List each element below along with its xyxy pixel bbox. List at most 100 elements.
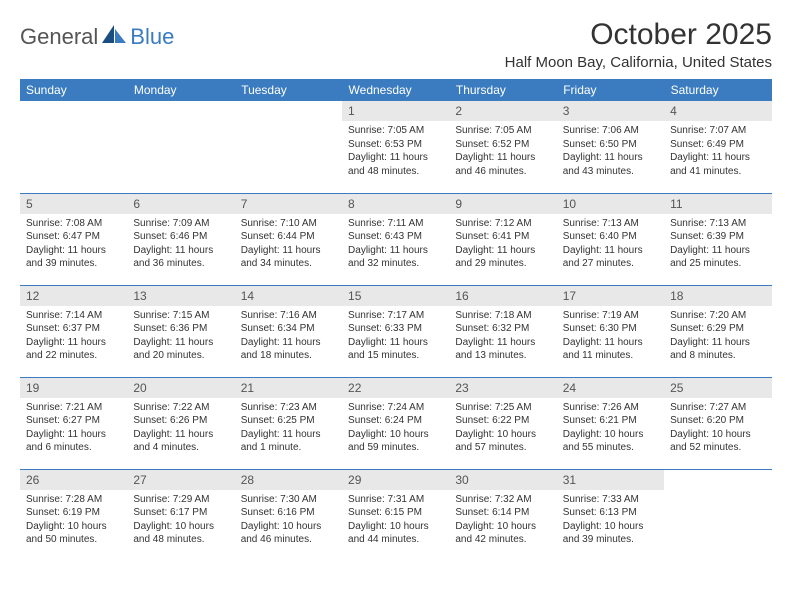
sunset-line: Sunset: 6:46 PM — [133, 230, 228, 244]
calendar-cell: 4Sunrise: 7:07 AMSunset: 6:49 PMDaylight… — [664, 101, 771, 193]
sunrise-line: Sunrise: 7:16 AM — [241, 309, 336, 323]
daylight-line: Daylight: 11 hours and 36 minutes. — [133, 244, 228, 271]
day-number: 20 — [127, 378, 234, 398]
day-number: 12 — [20, 286, 127, 306]
day-header: Tuesday — [235, 79, 342, 101]
sunset-line: Sunset: 6:17 PM — [133, 506, 228, 520]
sunset-line: Sunset: 6:32 PM — [455, 322, 550, 336]
calendar-cell: 1Sunrise: 7:05 AMSunset: 6:53 PMDaylight… — [342, 101, 449, 193]
calendar-cell: 22Sunrise: 7:24 AMSunset: 6:24 PMDayligh… — [342, 377, 449, 469]
day-number: 10 — [557, 194, 664, 214]
sunrise-line: Sunrise: 7:11 AM — [348, 217, 443, 231]
daylight-line: Daylight: 11 hours and 8 minutes. — [670, 336, 765, 363]
calendar-cell: 14Sunrise: 7:16 AMSunset: 6:34 PMDayligh… — [235, 285, 342, 377]
sunset-line: Sunset: 6:52 PM — [455, 138, 550, 152]
day-number: 16 — [449, 286, 556, 306]
day-number: 17 — [557, 286, 664, 306]
sunset-line: Sunset: 6:25 PM — [241, 414, 336, 428]
logo-text-general: General — [20, 24, 98, 50]
sunrise-line: Sunrise: 7:17 AM — [348, 309, 443, 323]
sunset-line: Sunset: 6:16 PM — [241, 506, 336, 520]
sunrise-line: Sunrise: 7:08 AM — [26, 217, 121, 231]
day-header: Sunday — [20, 79, 127, 101]
calendar-cell: 6Sunrise: 7:09 AMSunset: 6:46 PMDaylight… — [127, 193, 234, 285]
sunrise-line: Sunrise: 7:07 AM — [670, 124, 765, 138]
calendar-cell — [235, 101, 342, 193]
calendar-week-row: 26 Sunrise: 7:28 AMSunset: 6:19 PM Dayligh… — [20, 469, 772, 561]
sunset-line: Sunset: 6:30 PM — [563, 322, 658, 336]
calendar-cell: 12Sunrise: 7:14 AMSunset: 6:37 PMDayligh… — [20, 285, 127, 377]
location: Half Moon Bay, California, United States — [505, 54, 772, 71]
sunset-line: Sunset: 6:15 PM — [348, 506, 443, 520]
calendar-cell: 5Sunrise: 7:08 AMSunset: 6:47 PMDaylight… — [20, 193, 127, 285]
sunrise-line: Sunrise: 7:30 AM — [241, 493, 336, 507]
sunset-line: Sunset: 6:34 PM — [241, 322, 336, 336]
day-header-row: Sunday Monday Tuesday Wednesday Thursday… — [20, 79, 772, 101]
sunrise-line: Sunrise: 7:13 AM — [563, 217, 658, 231]
month-title: October 2025 — [505, 18, 772, 52]
sunrise-line: Sunrise: 7:31 AM — [348, 493, 443, 507]
day-number: 18 — [664, 286, 771, 306]
daylight-line: Daylight: 10 hours and 52 minutes. — [670, 428, 765, 455]
sunset-line: Sunset: 6:24 PM — [348, 414, 443, 428]
day-header: Friday — [557, 79, 664, 101]
day-number: 11 — [664, 194, 771, 214]
calendar-cell: 8Sunrise: 7:11 AMSunset: 6:43 PMDaylight… — [342, 193, 449, 285]
daylight-line: Daylight: 11 hours and 25 minutes. — [670, 244, 765, 271]
sunrise-line: Sunrise: 7:29 AM — [133, 493, 228, 507]
calendar-cell: 27Sunrise: 7:29 AMSunset: 6:17 PMDayligh… — [127, 469, 234, 561]
sunset-line: Sunset: 6:41 PM — [455, 230, 550, 244]
day-number: 8 — [342, 194, 449, 214]
sunset-line: Sunset: 6:44 PM — [241, 230, 336, 244]
day-number: 25 — [664, 378, 771, 398]
sunrise-line: Sunrise: 7:05 AM — [455, 124, 550, 138]
daylight-line: Daylight: 10 hours and 59 minutes. — [348, 428, 443, 455]
daylight-line: Daylight: 11 hours and 29 minutes. — [455, 244, 550, 271]
calendar-cell: 23Sunrise: 7:25 AMSunset: 6:22 PMDayligh… — [449, 377, 556, 469]
day-header: Wednesday — [342, 79, 449, 101]
calendar-table: Sunday Monday Tuesday Wednesday Thursday… — [20, 79, 772, 561]
day-number: 2 — [449, 101, 556, 121]
daylight-line: Daylight: 11 hours and 4 minutes. — [133, 428, 228, 455]
sunrise-line: Sunrise: 7:25 AM — [455, 401, 550, 415]
sunset-line: Sunset: 6:19 PM — [26, 506, 121, 520]
calendar-cell: 16Sunrise: 7:18 AMSunset: 6:32 PMDayligh… — [449, 285, 556, 377]
calendar-cell: 24Sunrise: 7:26 AMSunset: 6:21 PMDayligh… — [557, 377, 664, 469]
sunrise-line: Sunrise: 7:19 AM — [563, 309, 658, 323]
calendar-cell: 21Sunrise: 7:23 AMSunset: 6:25 PMDayligh… — [235, 377, 342, 469]
day-number: 22 — [342, 378, 449, 398]
daylight-line: Daylight: 11 hours and 27 minutes. — [563, 244, 658, 271]
calendar-cell — [127, 101, 234, 193]
day-number: 29 — [342, 470, 449, 490]
sunrise-line: Sunrise: 7:33 AM — [563, 493, 658, 507]
sunrise-line: Sunrise: 7:28 AM — [26, 493, 121, 507]
logo: General Blue — [20, 24, 174, 50]
calendar-cell: 18Sunrise: 7:20 AMSunset: 6:29 PMDayligh… — [664, 285, 771, 377]
day-number: 23 — [449, 378, 556, 398]
day-number: 26 — [20, 470, 127, 490]
day-number: 19 — [20, 378, 127, 398]
daylight-line: Daylight: 11 hours and 20 minutes. — [133, 336, 228, 363]
sunrise-line: Sunrise: 7:32 AM — [455, 493, 550, 507]
sunrise-line: Sunrise: 7:09 AM — [133, 217, 228, 231]
sunset-line: Sunset: 6:27 PM — [26, 414, 121, 428]
calendar-cell: 26Sunrise: 7:28 AMSunset: 6:19 PMDayligh… — [20, 469, 127, 561]
calendar-week-row: 1Sunrise: 7:05 AMSunset: 6:53 PMDaylight… — [20, 101, 772, 193]
sunset-line: Sunset: 6:49 PM — [670, 138, 765, 152]
sunrise-line: Sunrise: 7:23 AM — [241, 401, 336, 415]
sunset-line: Sunset: 6:36 PM — [133, 322, 228, 336]
daylight-line: Daylight: 11 hours and 18 minutes. — [241, 336, 336, 363]
calendar-cell: 28Sunrise: 7:30 AMSunset: 6:16 PMDayligh… — [235, 469, 342, 561]
sunset-line: Sunset: 6:33 PM — [348, 322, 443, 336]
calendar-cell: 10Sunrise: 7:13 AMSunset: 6:40 PMDayligh… — [557, 193, 664, 285]
daylight-line: Daylight: 11 hours and 15 minutes. — [348, 336, 443, 363]
daylight-line: Daylight: 11 hours and 41 minutes. — [670, 151, 765, 178]
logo-text-blue: Blue — [130, 24, 174, 50]
day-number: 27 — [127, 470, 234, 490]
daylight-line: Daylight: 11 hours and 48 minutes. — [348, 151, 443, 178]
sunrise-line: Sunrise: 7:06 AM — [563, 124, 658, 138]
daylight-line: Daylight: 10 hours and 42 minutes. — [455, 520, 550, 547]
sunrise-line: Sunrise: 7:26 AM — [563, 401, 658, 415]
daylight-line: Daylight: 11 hours and 39 minutes. — [26, 244, 121, 271]
sunset-line: Sunset: 6:43 PM — [348, 230, 443, 244]
